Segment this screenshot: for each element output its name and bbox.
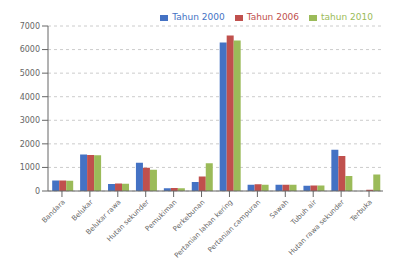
svg-text:Terbuka: Terbuka <box>348 198 374 224</box>
svg-text:Belukar: Belukar <box>70 198 95 223</box>
svg-text:2000: 2000 <box>20 140 40 149</box>
svg-text:4000: 4000 <box>20 93 40 102</box>
svg-text:Hutan sekunder: Hutan sekunder <box>106 198 151 243</box>
svg-text:7000: 7000 <box>20 22 40 31</box>
svg-text:Pemukiman: Pemukiman <box>143 198 179 233</box>
svg-text:1000: 1000 <box>20 163 40 172</box>
svg-text:Hutan rawa sekunder: Hutan rawa sekunder <box>287 198 346 257</box>
html-text:tahun 2010: tahun 2010 <box>321 12 373 22</box>
svg-text:Belukar rawa: Belukar rawa <box>84 198 123 237</box>
svg-text:Pertanian lahan kering: Pertanian lahan kering <box>172 198 235 260</box>
svg-text:3000: 3000 <box>20 116 40 125</box>
svg-text:0: 0 <box>35 187 40 196</box>
svg-text:Perkebunan: Perkebunan <box>171 198 207 234</box>
svg-text:Pertanian campuran: Pertanian campuran <box>206 198 262 254</box>
svg-text:Sawah: Sawah <box>268 198 290 220</box>
svg-text:Tubuh air: Tubuh air <box>289 198 318 227</box>
svg-text:Bandara: Bandara <box>40 198 66 224</box>
svg-text:6000: 6000 <box>20 45 40 54</box>
html-text:Tahun 2006: Tahun 2006 <box>246 12 300 22</box>
svg-text:5000: 5000 <box>20 69 40 78</box>
html-text:Tahun 2000: Tahun 2000 <box>172 12 225 22</box>
